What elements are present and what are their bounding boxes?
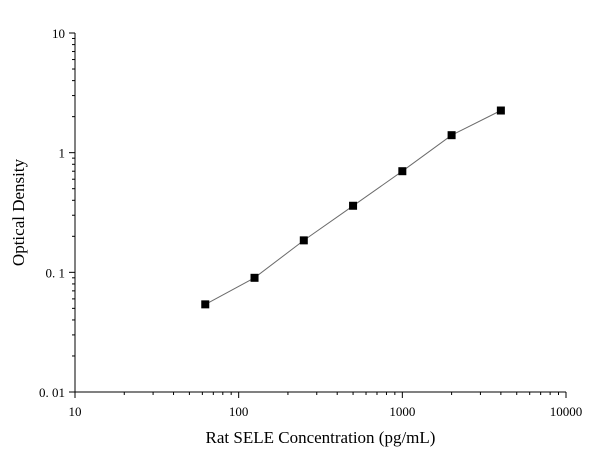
x-axis-title: Rat SELE Concentration (pg/mL) (206, 428, 436, 447)
data-point (299, 236, 308, 245)
data-point (496, 106, 505, 115)
y-tick-label: 0. 1 (46, 265, 66, 280)
data-point (447, 131, 456, 140)
y-axis-title: Optical Density (9, 158, 28, 266)
data-point (349, 201, 358, 210)
axes: 10 100 1000 10000 0. 01 0. 1 1 10 (39, 26, 582, 419)
data-point (201, 300, 210, 309)
x-tick-label: 10000 (550, 404, 583, 419)
x-tick-label: 100 (229, 404, 249, 419)
data-point (250, 273, 259, 282)
data-point (398, 167, 407, 176)
x-tick-label: 1000 (389, 404, 415, 419)
x-tick-label: 10 (69, 404, 82, 419)
y-tick-label: 1 (59, 146, 66, 161)
y-tick-label: 0. 01 (39, 385, 65, 400)
y-tick-label: 10 (52, 26, 65, 41)
data-points-layer (201, 106, 505, 309)
